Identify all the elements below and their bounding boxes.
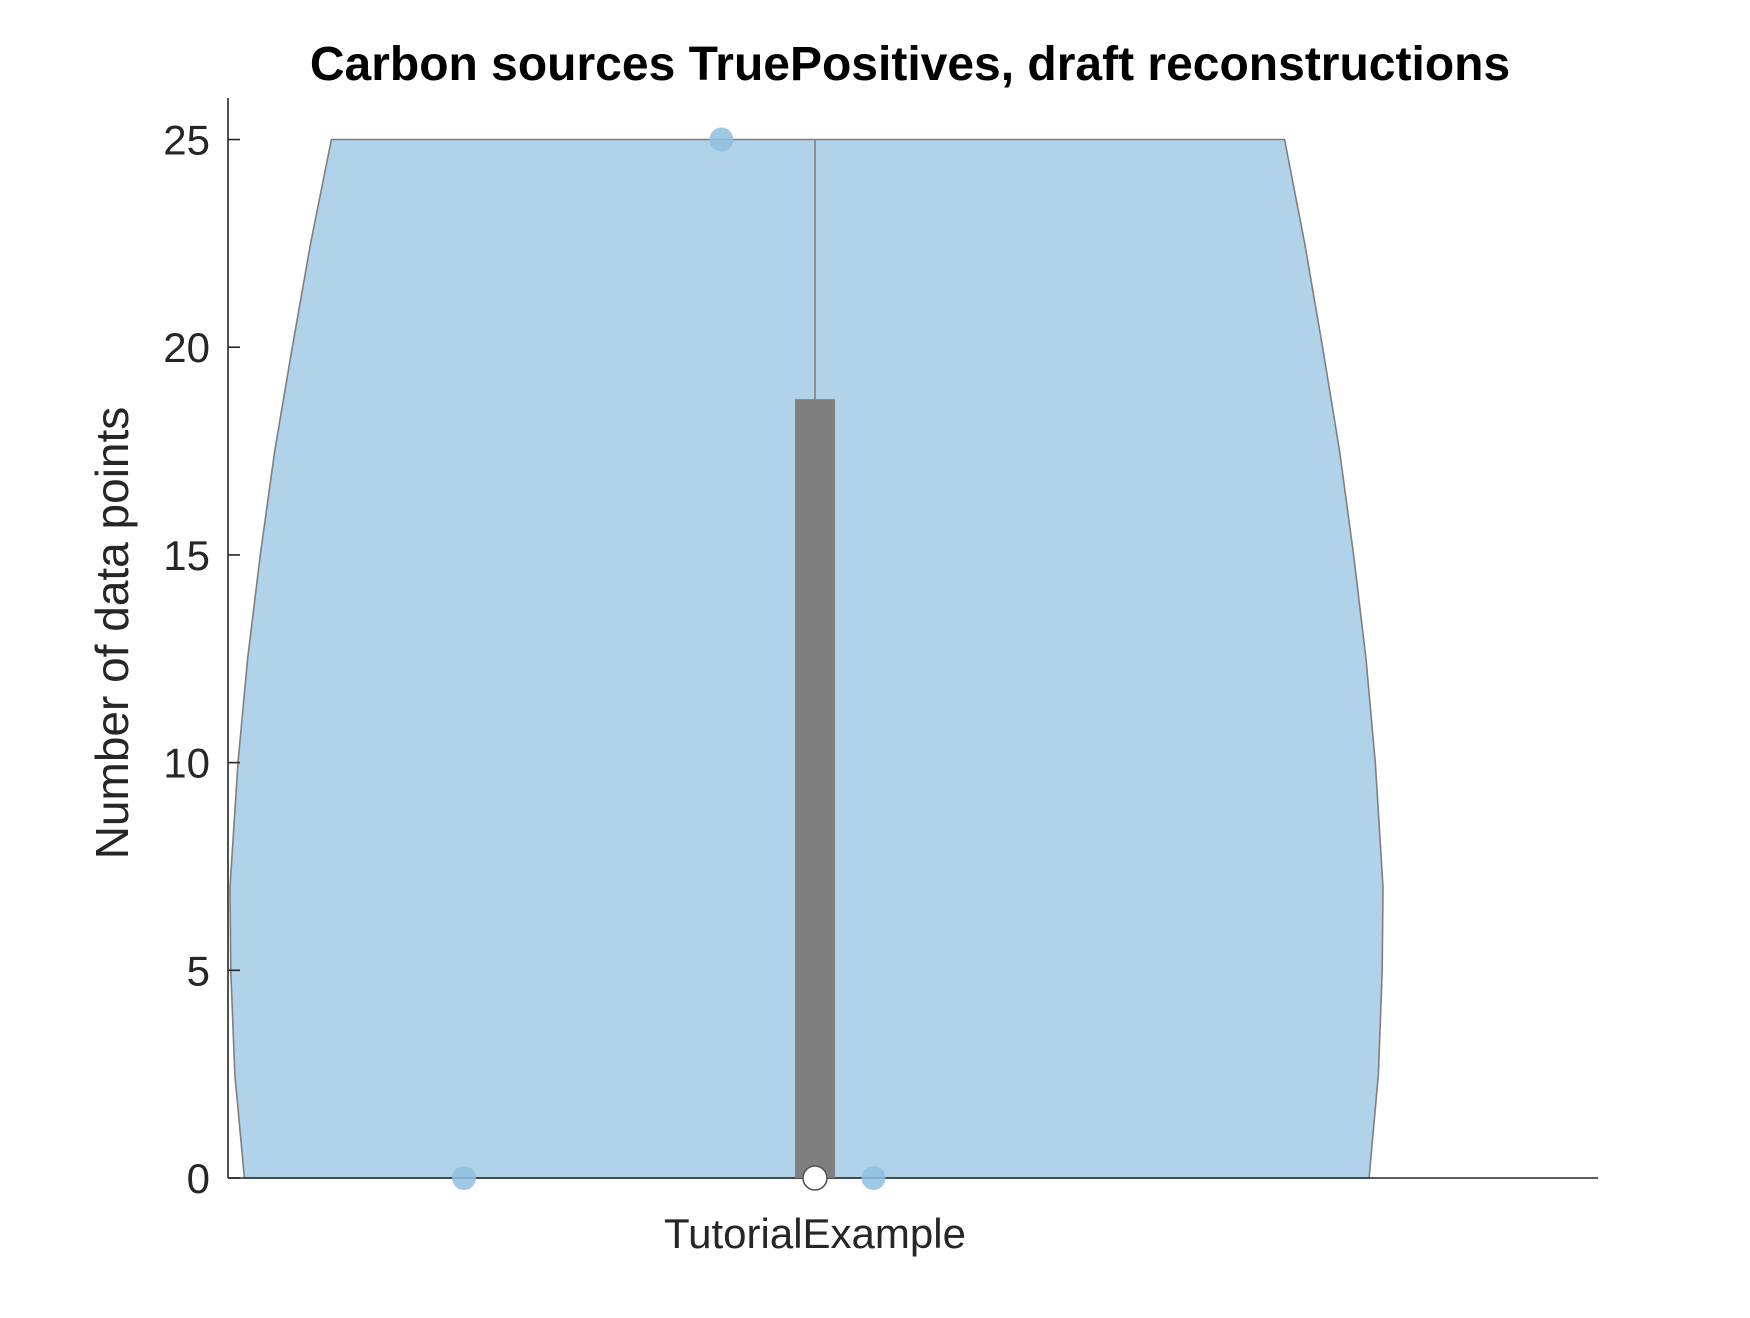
data-point [861, 1166, 886, 1190]
y-tick-label: 20 [163, 324, 210, 371]
y-axis-label: Number of data points [86, 407, 138, 860]
y-tick-label: 10 [163, 740, 210, 787]
x-tick-label: TutorialExample [664, 1210, 966, 1257]
iqr-box [795, 399, 835, 1179]
y-tick-label: 5 [187, 947, 210, 994]
y-tick-label: 15 [163, 532, 210, 579]
median-marker [802, 1165, 828, 1191]
axes: TutorialExample 0 5 10 15 20 25 [163, 98, 1598, 1257]
chart-title: Carbon sources TruePositives, draft reco… [310, 38, 1510, 91]
marks-layer [452, 127, 886, 1191]
data-point [709, 127, 734, 152]
data-point [452, 1166, 476, 1190]
y-tick-label: 0 [187, 1155, 210, 1202]
y-tick-label: 25 [163, 117, 210, 164]
